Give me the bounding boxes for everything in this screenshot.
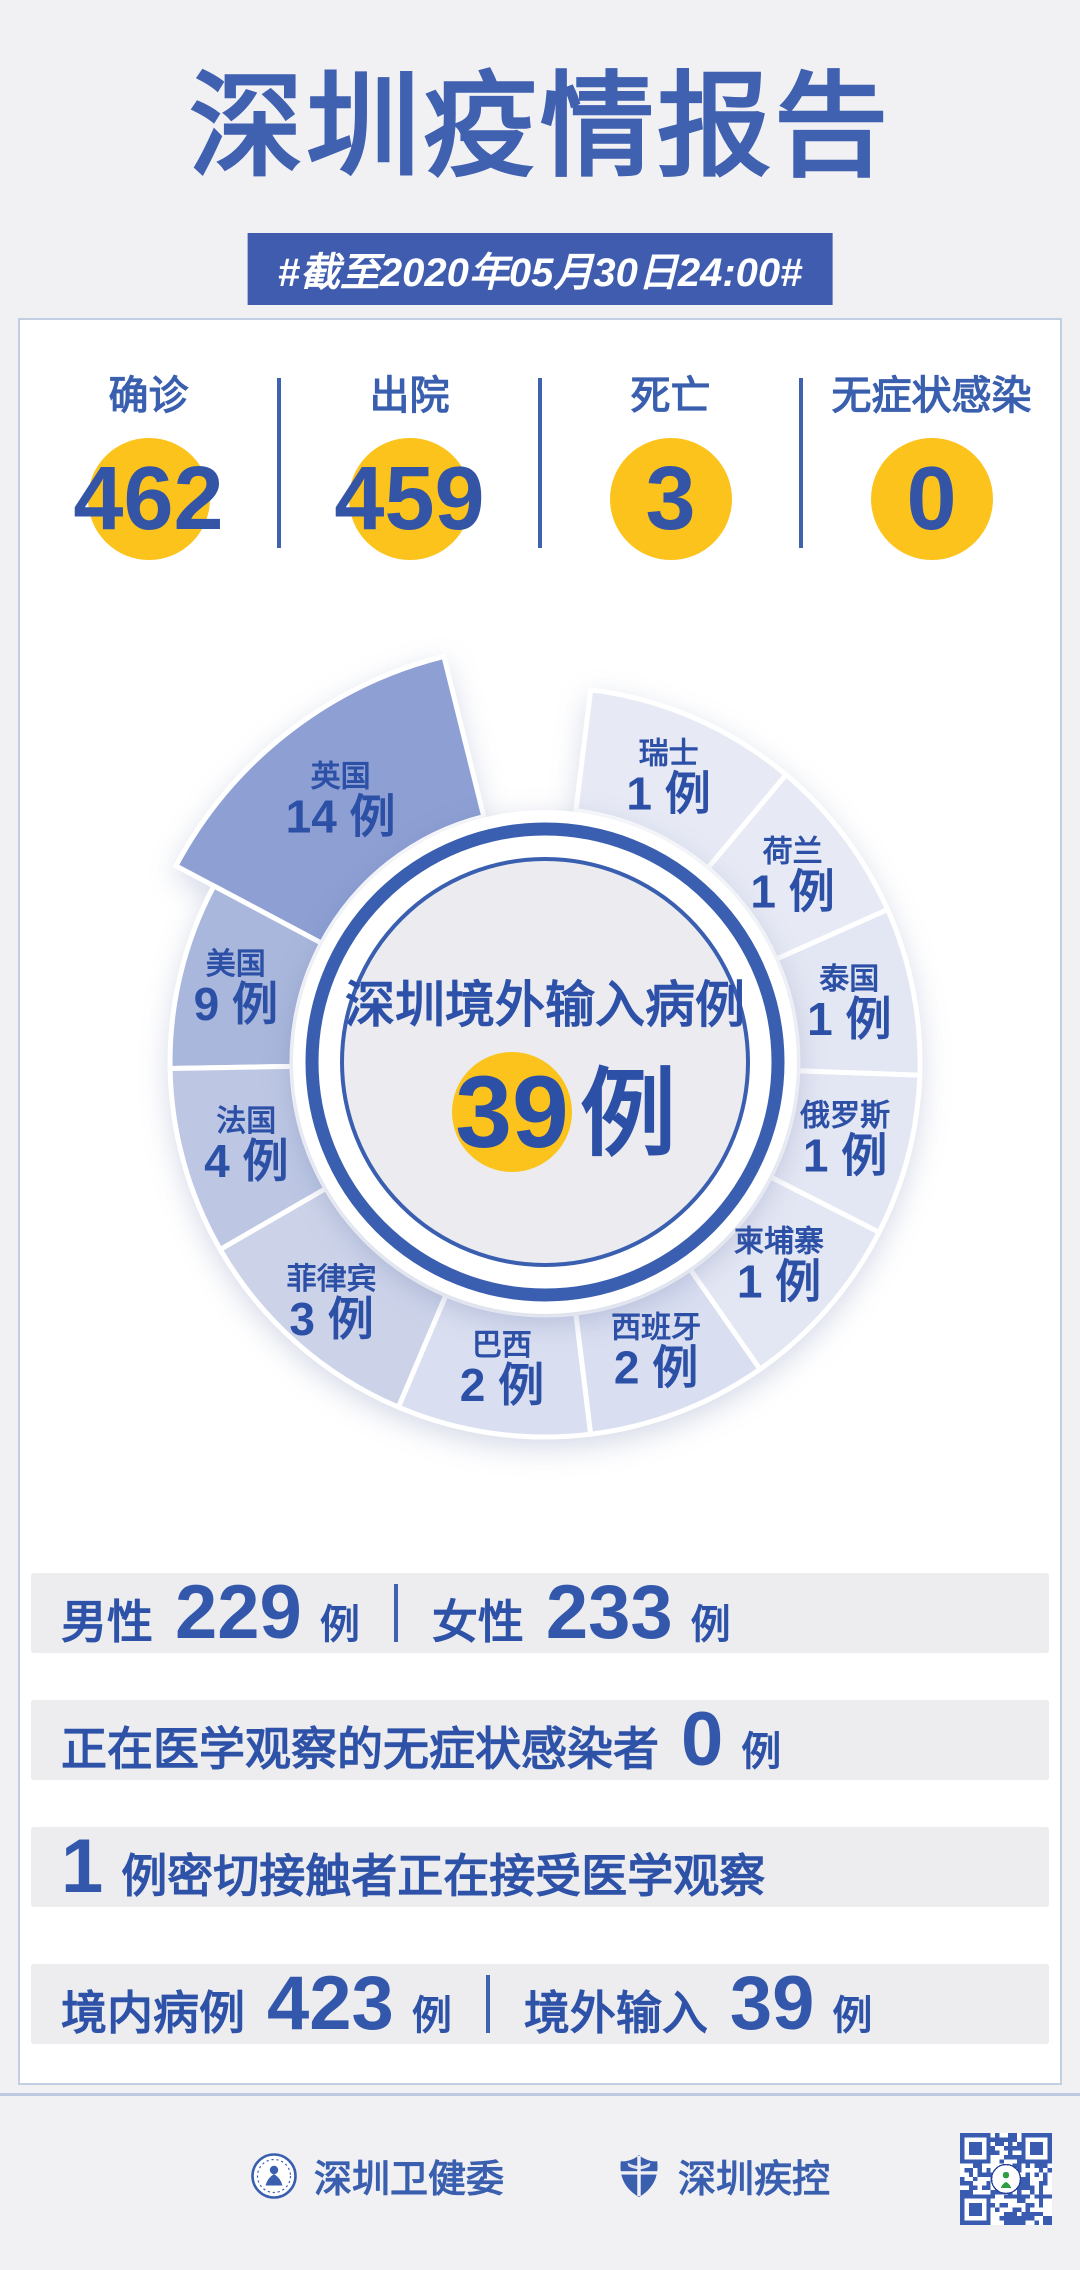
- cdc-shield-icon: [619, 2154, 659, 2197]
- stat-label: 确诊: [108, 374, 189, 418]
- pie-slice-label: 2 例: [460, 1359, 544, 1411]
- pie-slice-label: 泰国: [819, 963, 879, 996]
- health-commission-seal-icon: [251, 2152, 297, 2199]
- row-label: 正在医学观察的无症状感染者: [61, 1722, 659, 1775]
- stat-circle: 0: [870, 438, 993, 560]
- pie-slice-label: 4 例: [204, 1135, 288, 1187]
- stat-label: 死亡: [630, 374, 711, 418]
- row-unit: 例: [411, 1993, 452, 2038]
- pie-slice-label: 西班牙: [611, 1311, 701, 1344]
- stat-circle: 459: [334, 438, 485, 560]
- stat-column: 确诊 462: [20, 374, 277, 560]
- pie-slice-柬埔寨: [687, 1174, 882, 1372]
- pie-slice-法国: [167, 1063, 329, 1252]
- stat-column: 出院 459: [281, 374, 538, 560]
- row-label: 男性: [61, 1595, 153, 1648]
- row-num: 423: [267, 1960, 394, 2046]
- pie-total-unit: 例: [580, 1061, 676, 1168]
- pie-slice-label: 1 例: [803, 1130, 887, 1182]
- pie-center-title: 深圳境外输入病例: [345, 977, 745, 1033]
- stat-circle: 462: [73, 438, 224, 560]
- pie-slice-巴西: [396, 1292, 594, 1440]
- row-unit: 例: [319, 1602, 360, 1647]
- row-divider: [393, 1583, 398, 1642]
- row-label: 女性: [431, 1595, 524, 1648]
- detail-row: 男性 229 例女性 233 例: [31, 1573, 1049, 1653]
- row-num: 1: [61, 1823, 104, 1909]
- pie-slice-label: 荷兰: [763, 835, 823, 868]
- org-health-commission: 深圳卫健委: [250, 2148, 504, 2203]
- row-unit: 例: [832, 1993, 873, 2038]
- stat-value: 462: [73, 448, 224, 549]
- pie-slice-美国: [167, 883, 325, 1071]
- detail-row: 境内病例 423 例境外输入 39 例: [31, 1964, 1049, 2044]
- stat-column: 无症状感染 0: [803, 374, 1060, 560]
- row-label: 例密切接触者正在接受医学观察: [121, 1849, 766, 1902]
- stat-column: 死亡 3: [542, 374, 799, 560]
- pie-slice-label: 俄罗斯: [799, 1100, 890, 1133]
- org-name: 深圳疾控: [678, 2159, 831, 2201]
- row-unit: 例: [690, 1602, 731, 1647]
- row-label: 境外输入: [523, 1986, 708, 2039]
- pie-slice-荷兰: [705, 772, 891, 962]
- pie-slice-label: 1 例: [626, 768, 710, 820]
- pie-slice-label: 3 例: [289, 1293, 373, 1345]
- pie-slice-label: 2 例: [614, 1341, 698, 1393]
- row-divider: [485, 1974, 490, 2033]
- footer-orgs: 深圳卫健委 深圳疾控: [0, 2148, 1080, 2203]
- pie-total-highlight: [452, 1052, 572, 1172]
- page-title: 深圳疫情报告: [188, 64, 891, 191]
- stat-divider: [799, 378, 803, 548]
- stat-circle: 3: [609, 438, 732, 560]
- org-name: 深圳卫健委: [313, 2159, 504, 2201]
- pie-slice-label: 瑞士: [639, 738, 699, 771]
- pie-slice-俄罗斯: [767, 1068, 923, 1235]
- stat-value: 0: [906, 448, 957, 549]
- detail-row: 1 例密切接触者正在接受医学观察: [31, 1827, 1049, 1907]
- detail-row: 正在医学观察的无症状感染者 0 例: [31, 1700, 1049, 1780]
- pie-slice-label: 9 例: [194, 978, 278, 1030]
- stat-value: 3: [645, 448, 696, 549]
- row-num: 0: [681, 1696, 724, 1782]
- pie-slice-西班牙: [573, 1266, 763, 1437]
- row-label: 境内病例: [61, 1986, 245, 2039]
- pie-slice-label: 巴西: [472, 1329, 532, 1362]
- qr-code: [960, 2133, 1052, 2225]
- pie-slice-菲律宾: [217, 1186, 449, 1410]
- row-num: 233: [545, 1569, 673, 1655]
- pie-slice-瑞士: [573, 687, 789, 871]
- pie-slice-label: 法国: [216, 1105, 276, 1138]
- stats-row: 确诊 462 出院 459 死亡 3 无症状感染 0: [20, 320, 1060, 560]
- footer-divider: [0, 2093, 1080, 2096]
- pie-slice-label: 14 例: [286, 790, 396, 842]
- stat-value: 459: [334, 448, 485, 549]
- row-num: 229: [175, 1569, 302, 1655]
- pie-slice-label: 菲律宾: [287, 1263, 377, 1296]
- stat-divider: [538, 378, 542, 548]
- pie-slice-泰国: [773, 907, 923, 1078]
- footer: 深圳卫健委 深圳疾控: [0, 2100, 1080, 2270]
- row-num: 39: [729, 1960, 815, 2046]
- pie-slice-label: 柬埔寨: [734, 1224, 824, 1258]
- org-cdc: 深圳疾控: [616, 2148, 830, 2203]
- pie-slice-label: 1 例: [807, 993, 891, 1045]
- pie-slice-label: 1 例: [737, 1255, 821, 1307]
- stat-label: 无症状感染: [831, 374, 1032, 418]
- pie-slice-英国: [173, 653, 487, 946]
- row-unit: 例: [741, 1729, 782, 1774]
- stat-label: 出院: [369, 374, 450, 418]
- pie-total-value: 39: [455, 1055, 568, 1169]
- date-badge: #截至2020年05月30日24:00#: [247, 233, 833, 305]
- stat-divider: [277, 378, 281, 548]
- pie-slice-label: 英国: [311, 760, 371, 793]
- pie-slice-label: 美国: [206, 947, 266, 981]
- pie-slice-label: 1 例: [750, 865, 834, 917]
